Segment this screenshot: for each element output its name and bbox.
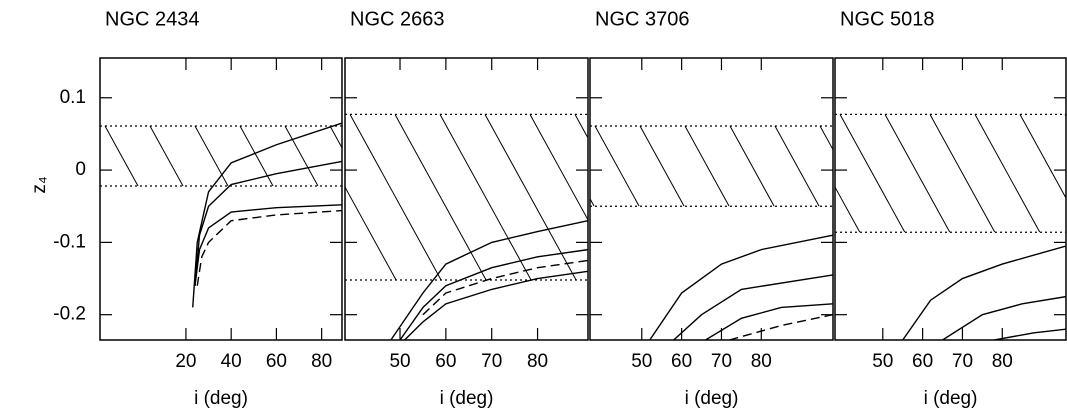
hatch-line bbox=[239, 125, 274, 186]
axes-frame bbox=[99, 57, 343, 341]
x-tick-label: 70 bbox=[711, 351, 732, 372]
y-tick-label: -0.2 bbox=[53, 304, 86, 325]
hatch-line bbox=[149, 125, 184, 186]
hatch bbox=[835, 114, 1066, 233]
hatch-line bbox=[865, 126, 909, 206]
hatch-line bbox=[594, 125, 640, 207]
curve bbox=[729, 314, 833, 340]
hatch-line bbox=[194, 125, 229, 186]
curve bbox=[194, 204, 342, 286]
hatch-line bbox=[349, 114, 442, 280]
curve bbox=[902, 245, 1066, 340]
panel-title: NGC 2663 bbox=[350, 8, 445, 30]
axes-frame bbox=[834, 57, 1067, 341]
hatch-line bbox=[684, 125, 730, 207]
x-tick-label: 80 bbox=[311, 351, 332, 372]
curve bbox=[390, 220, 588, 340]
panel-title: NGC 5018 bbox=[840, 8, 935, 30]
x-tick-label: 50 bbox=[389, 351, 410, 372]
curve bbox=[196, 209, 342, 286]
x-tick-label: 70 bbox=[952, 351, 973, 372]
curves bbox=[649, 234, 833, 340]
curve bbox=[404, 270, 588, 340]
hatch-line bbox=[929, 114, 996, 233]
curve bbox=[942, 295, 1066, 340]
x-axis-label: i (deg) bbox=[440, 388, 494, 409]
hatch-line bbox=[329, 125, 342, 149]
hatch-line bbox=[104, 125, 139, 186]
curves bbox=[902, 245, 1066, 340]
panel: NGC 3706 i (deg) 50 60 70 80 bbox=[589, 8, 954, 409]
x-tick-label: 60 bbox=[435, 351, 456, 372]
hatch-line bbox=[729, 125, 775, 207]
curve bbox=[194, 160, 342, 286]
hatch-line bbox=[884, 114, 951, 233]
x-tick-label: 50 bbox=[631, 351, 652, 372]
y-tick-label: 0 bbox=[75, 159, 86, 180]
x-tick-label: 70 bbox=[481, 351, 502, 372]
hatch bbox=[104, 125, 408, 186]
hatch-line bbox=[345, 186, 397, 280]
hatch-line bbox=[284, 125, 319, 186]
panel: NGC 5018 i (deg) 50 60 70 80 bbox=[834, 8, 1067, 409]
hatch-line bbox=[375, 126, 408, 186]
x-tick-label: 80 bbox=[527, 351, 548, 372]
y-tick-label: -0.1 bbox=[53, 231, 86, 252]
hatch-line bbox=[774, 125, 820, 207]
x-axis-label: i (deg) bbox=[194, 388, 248, 409]
hatch-line bbox=[839, 114, 906, 233]
curve bbox=[994, 328, 1066, 340]
curve bbox=[192, 122, 342, 308]
x-tick-label: 20 bbox=[175, 351, 196, 372]
panel: NGC 2434 i (deg) z₄ 20 40 60 80 -0.2 -0.1 0 0.1 bbox=[29, 8, 408, 409]
x-tick-label: 60 bbox=[266, 351, 287, 372]
x-tick-label: 60 bbox=[671, 351, 692, 372]
curves bbox=[192, 122, 342, 308]
curve bbox=[673, 274, 833, 340]
axes-frame bbox=[589, 57, 834, 341]
y-tick-label: 0.1 bbox=[60, 87, 86, 108]
hatch-line bbox=[439, 114, 532, 280]
hatch-line bbox=[910, 126, 954, 206]
curve bbox=[649, 234, 833, 340]
curves bbox=[390, 220, 588, 340]
axes-frame bbox=[344, 57, 589, 341]
hatch-line bbox=[639, 125, 685, 207]
panel-title: NGC 3706 bbox=[595, 8, 690, 30]
curve bbox=[422, 259, 588, 316]
hatch-line bbox=[974, 114, 1041, 233]
hatch-line bbox=[394, 114, 487, 280]
curve bbox=[399, 248, 588, 340]
x-tick-label: 80 bbox=[992, 351, 1013, 372]
hatch bbox=[590, 125, 954, 207]
panel-title: NGC 2434 bbox=[105, 8, 200, 30]
hatch-line bbox=[484, 114, 577, 280]
x-axis-label: i (deg) bbox=[685, 388, 739, 409]
x-tick-label: 80 bbox=[751, 351, 772, 372]
x-axis-label: i (deg) bbox=[924, 388, 978, 409]
y-axis-label: z₄ bbox=[29, 176, 50, 194]
panel: NGC 2663 i (deg) 50 60 70 80 bbox=[344, 8, 589, 409]
hatch-line bbox=[835, 186, 861, 233]
curve bbox=[705, 303, 833, 340]
x-tick-label: 50 bbox=[872, 351, 893, 372]
x-tick-label: 40 bbox=[221, 351, 242, 372]
hatch-line bbox=[819, 125, 833, 151]
x-tick-label: 60 bbox=[912, 351, 933, 372]
hatch-line bbox=[1019, 114, 1066, 200]
hatch-line bbox=[529, 114, 588, 221]
